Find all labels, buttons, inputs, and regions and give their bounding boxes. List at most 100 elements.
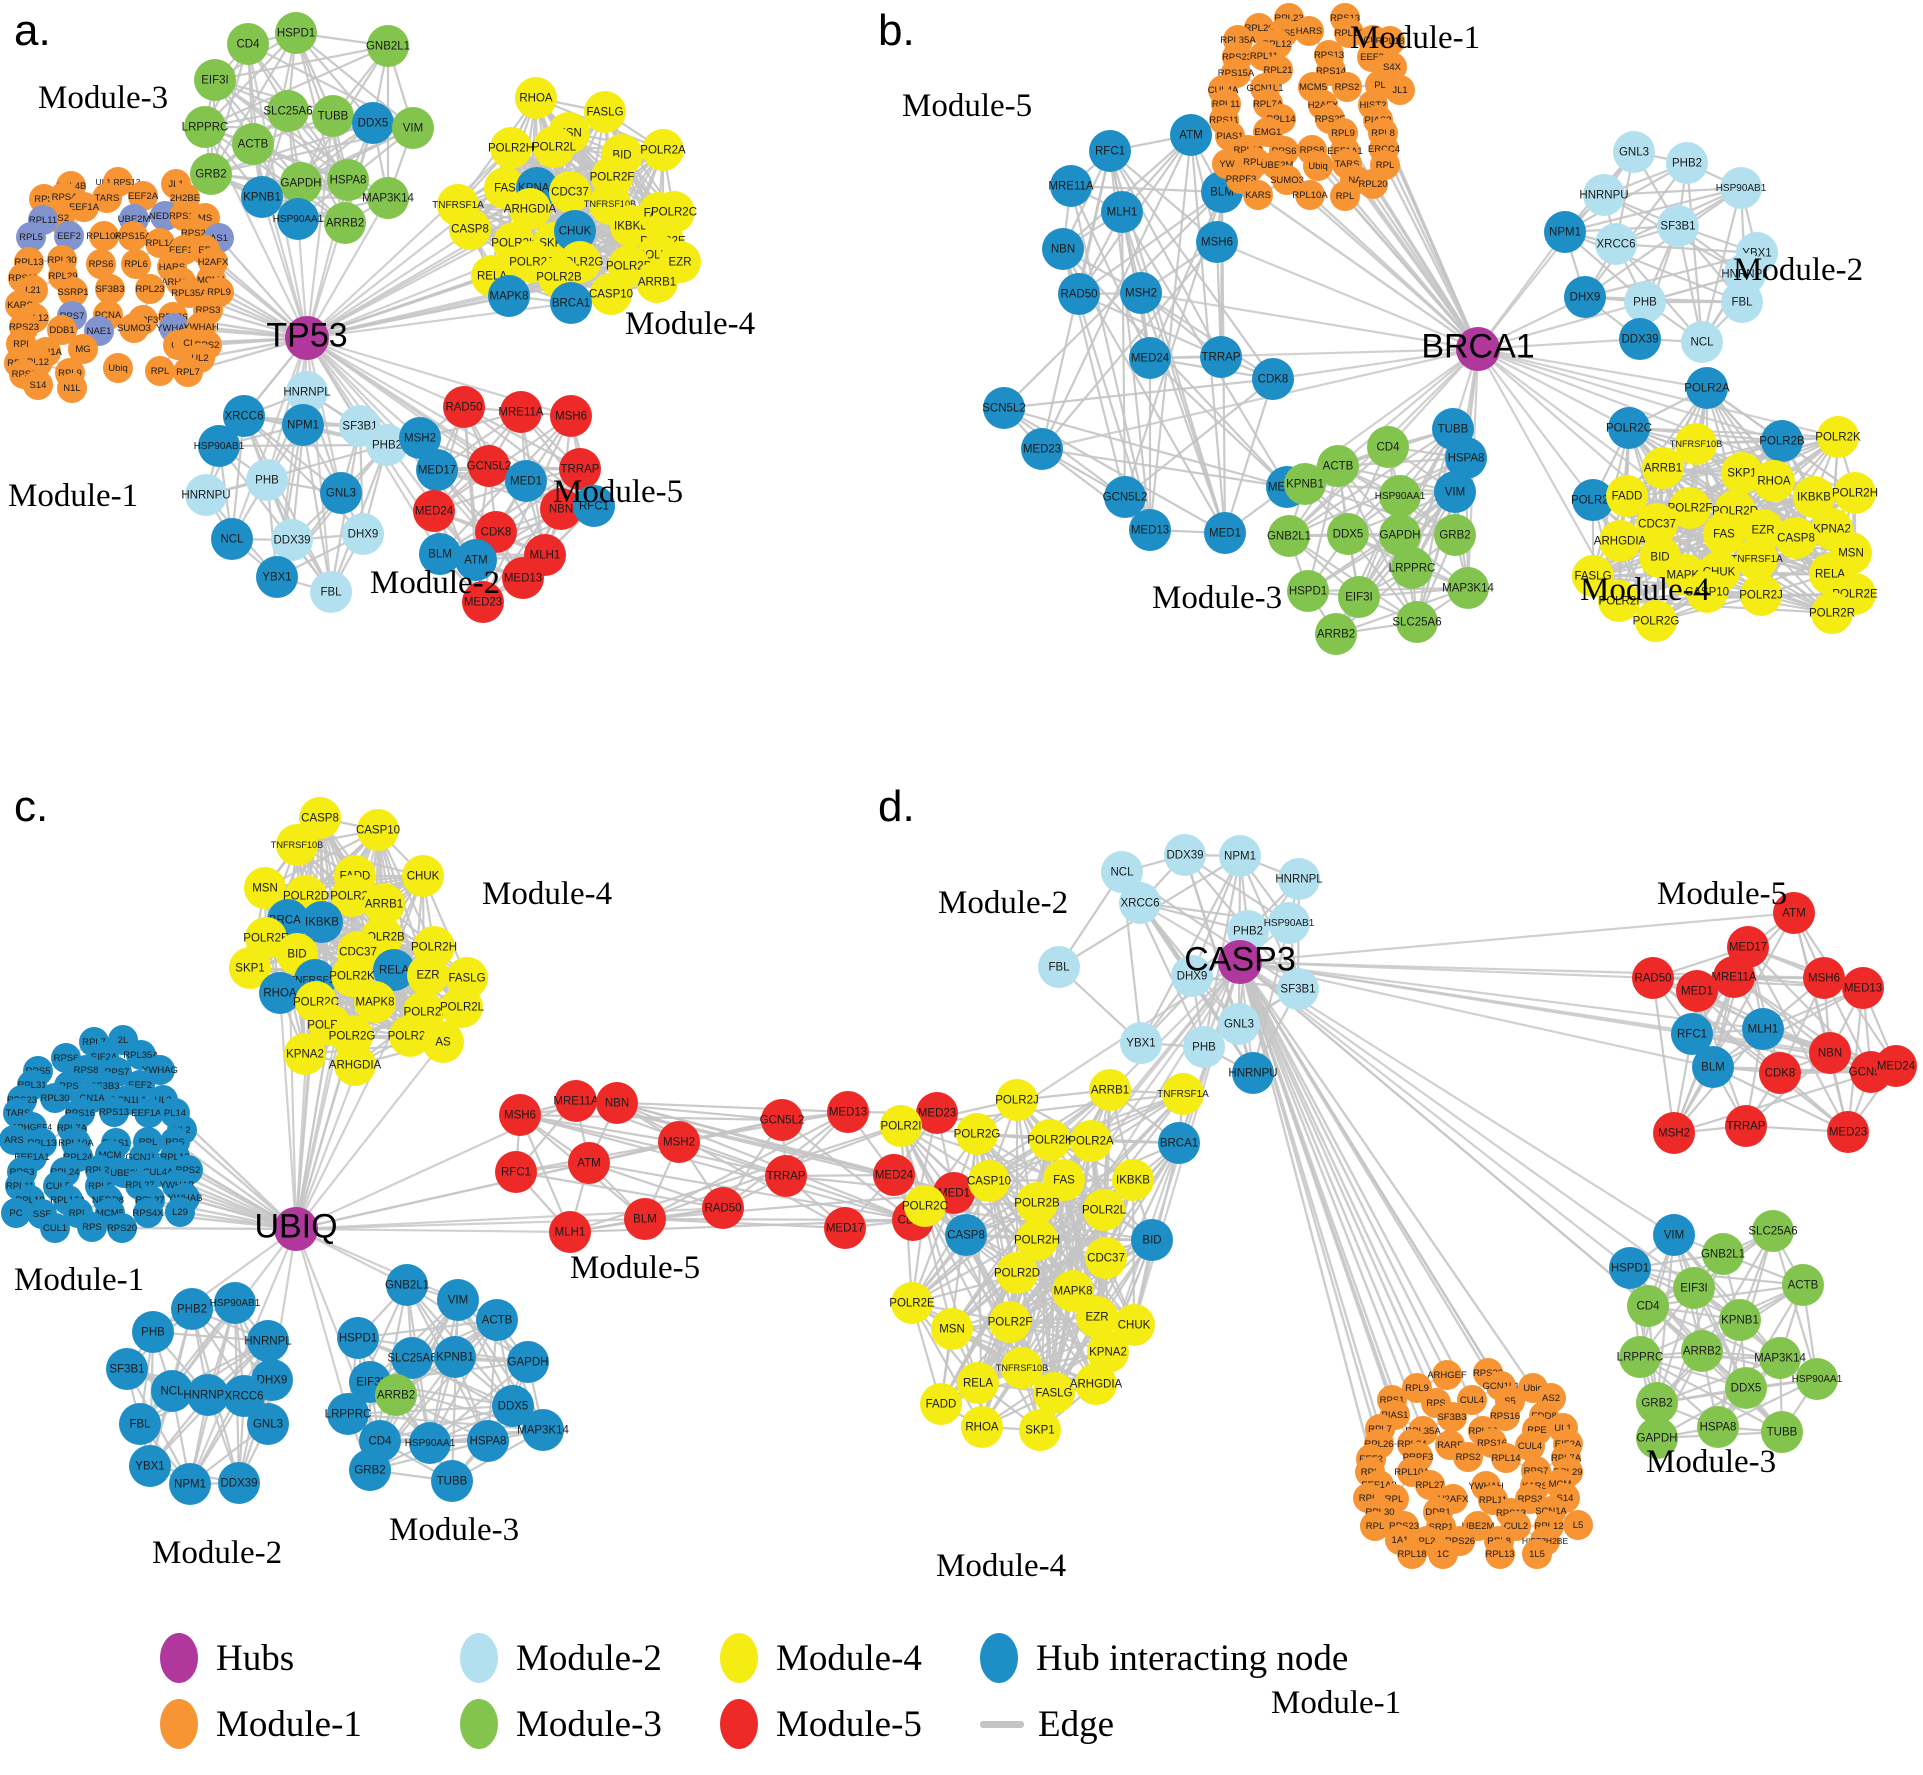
node-circle[interactable] (1457, 1385, 1487, 1415)
network-node[interactable]: BID (1131, 1219, 1173, 1261)
network-node[interactable]: PHB (1183, 1026, 1225, 1068)
node-circle[interactable] (40, 1083, 70, 1113)
network-node[interactable]: MLH1 (1742, 1008, 1784, 1050)
node-circle[interactable] (386, 1264, 428, 1306)
node-circle[interactable] (658, 1121, 700, 1163)
node-circle[interactable] (184, 106, 226, 148)
node-circle[interactable] (106, 1348, 148, 1390)
node-circle[interactable] (366, 424, 408, 466)
node-circle[interactable] (443, 386, 485, 428)
node-circle[interactable] (128, 181, 158, 211)
node-circle[interactable] (1775, 517, 1817, 559)
node-circle[interactable] (375, 1374, 417, 1416)
node-circle[interactable] (1809, 1032, 1851, 1074)
node-circle[interactable] (891, 1282, 933, 1324)
node-circle[interactable] (16, 222, 46, 252)
node-circle[interactable] (1720, 167, 1762, 209)
node-circle[interactable] (320, 472, 362, 514)
node-circle[interactable] (327, 1393, 369, 1435)
network-node[interactable]: GNL3 (1613, 131, 1655, 173)
node-circle[interactable] (1252, 358, 1294, 400)
network-node[interactable]: POLR2A (1684, 367, 1730, 409)
node-circle[interactable] (761, 1099, 803, 1141)
node-circle[interactable] (1397, 1539, 1427, 1569)
network-node[interactable]: Ubiq (103, 353, 133, 383)
node-circle[interactable] (1686, 571, 1728, 613)
node-circle[interactable] (1675, 423, 1717, 465)
node-circle[interactable] (68, 334, 98, 364)
network-node[interactable]: RHOA (515, 77, 557, 119)
node-circle[interactable] (1666, 142, 1708, 184)
node-circle[interactable] (1338, 576, 1380, 618)
node-circle[interactable] (227, 23, 269, 65)
node-circle[interactable] (1636, 503, 1678, 545)
network-node[interactable]: HNRNPU (1579, 174, 1629, 216)
node-circle[interactable] (568, 1142, 610, 1184)
node-circle[interactable] (431, 1460, 473, 1502)
node-circle[interactable] (103, 353, 133, 383)
node-circle[interactable] (550, 282, 592, 324)
node-circle[interactable] (407, 954, 449, 996)
node-circle[interactable] (327, 159, 369, 201)
network-node[interactable]: CD4 (1627, 1285, 1669, 1327)
network-node[interactable]: MED17 (824, 1207, 866, 1249)
network-node[interactable]: MSH6 (499, 1094, 541, 1136)
node-circle[interactable] (165, 1197, 195, 1227)
node-circle[interactable] (1803, 957, 1845, 999)
network-node[interactable]: MSH6 (1196, 221, 1238, 263)
node-circle[interactable] (99, 1097, 129, 1127)
hub-circle[interactable] (285, 316, 329, 360)
hub-circle[interactable] (274, 1207, 318, 1251)
node-circle[interactable] (187, 1374, 229, 1416)
node-circle[interactable] (1113, 1304, 1155, 1346)
network-node[interactable]: DDX5 (1725, 1367, 1767, 1409)
network-node[interactable]: HSPA8 (1697, 1406, 1739, 1448)
network-node[interactable]: EZR (407, 954, 449, 996)
network-node[interactable]: CHUK (402, 855, 444, 897)
node-circle[interactable] (1572, 479, 1614, 521)
network-node[interactable]: MED13 (827, 1091, 869, 1133)
network-node[interactable]: RAD50 (1058, 273, 1100, 315)
node-circle[interactable] (1076, 1296, 1118, 1338)
node-circle[interactable] (1636, 1382, 1678, 1424)
node-circle[interactable] (419, 533, 461, 575)
node-circle[interactable] (23, 370, 53, 400)
node-circle[interactable] (1120, 1022, 1162, 1064)
node-circle[interactable] (324, 202, 366, 244)
network-node[interactable]: SF3B3 (95, 274, 125, 304)
network-node[interactable]: CASP8 (1775, 517, 1817, 559)
node-circle[interactable] (1294, 16, 1324, 46)
node-circle[interactable] (190, 153, 232, 195)
node-circle[interactable] (1170, 114, 1212, 156)
node-circle[interactable] (515, 77, 557, 119)
network-node[interactable]: DHX9 (1564, 276, 1606, 318)
network-node[interactable]: PHB (132, 1311, 174, 1353)
node-circle[interactable] (1491, 1443, 1521, 1473)
network-node[interactable]: L29 (165, 1197, 195, 1227)
network-node[interactable]: RPL14 (1491, 1443, 1521, 1473)
node-circle[interactable] (1673, 1267, 1715, 1309)
network-node[interactable]: RPS2 (1332, 72, 1362, 102)
network-node[interactable]: YBX1 (256, 556, 298, 598)
node-circle[interactable] (342, 513, 384, 555)
node-circle[interactable] (554, 210, 596, 252)
network-node[interactable]: ATM (1170, 114, 1212, 156)
network-node[interactable]: FBL (119, 1403, 161, 1445)
node-circle[interactable] (1485, 1539, 1515, 1569)
node-circle[interactable] (1332, 72, 1362, 102)
node-circle[interactable] (373, 949, 415, 991)
network-node[interactable]: NCL (211, 518, 253, 560)
node-circle[interactable] (1295, 180, 1325, 210)
network-node[interactable]: PHB2 (171, 1288, 213, 1330)
node-circle[interactable] (284, 1033, 326, 1075)
node-circle[interactable] (1619, 318, 1661, 360)
node-circle[interactable] (145, 356, 175, 386)
node-circle[interactable] (86, 249, 116, 279)
node-circle[interactable] (1583, 174, 1625, 216)
network-node[interactable]: RAD50 (702, 1187, 744, 1229)
network-node[interactable]: KARS (1243, 180, 1273, 210)
network-node[interactable]: ACTB (232, 123, 274, 165)
network-node[interactable]: POLR2I (880, 1105, 922, 1147)
hub-node-ubiq[interactable] (274, 1207, 318, 1251)
node-circle[interactable] (931, 1308, 973, 1350)
